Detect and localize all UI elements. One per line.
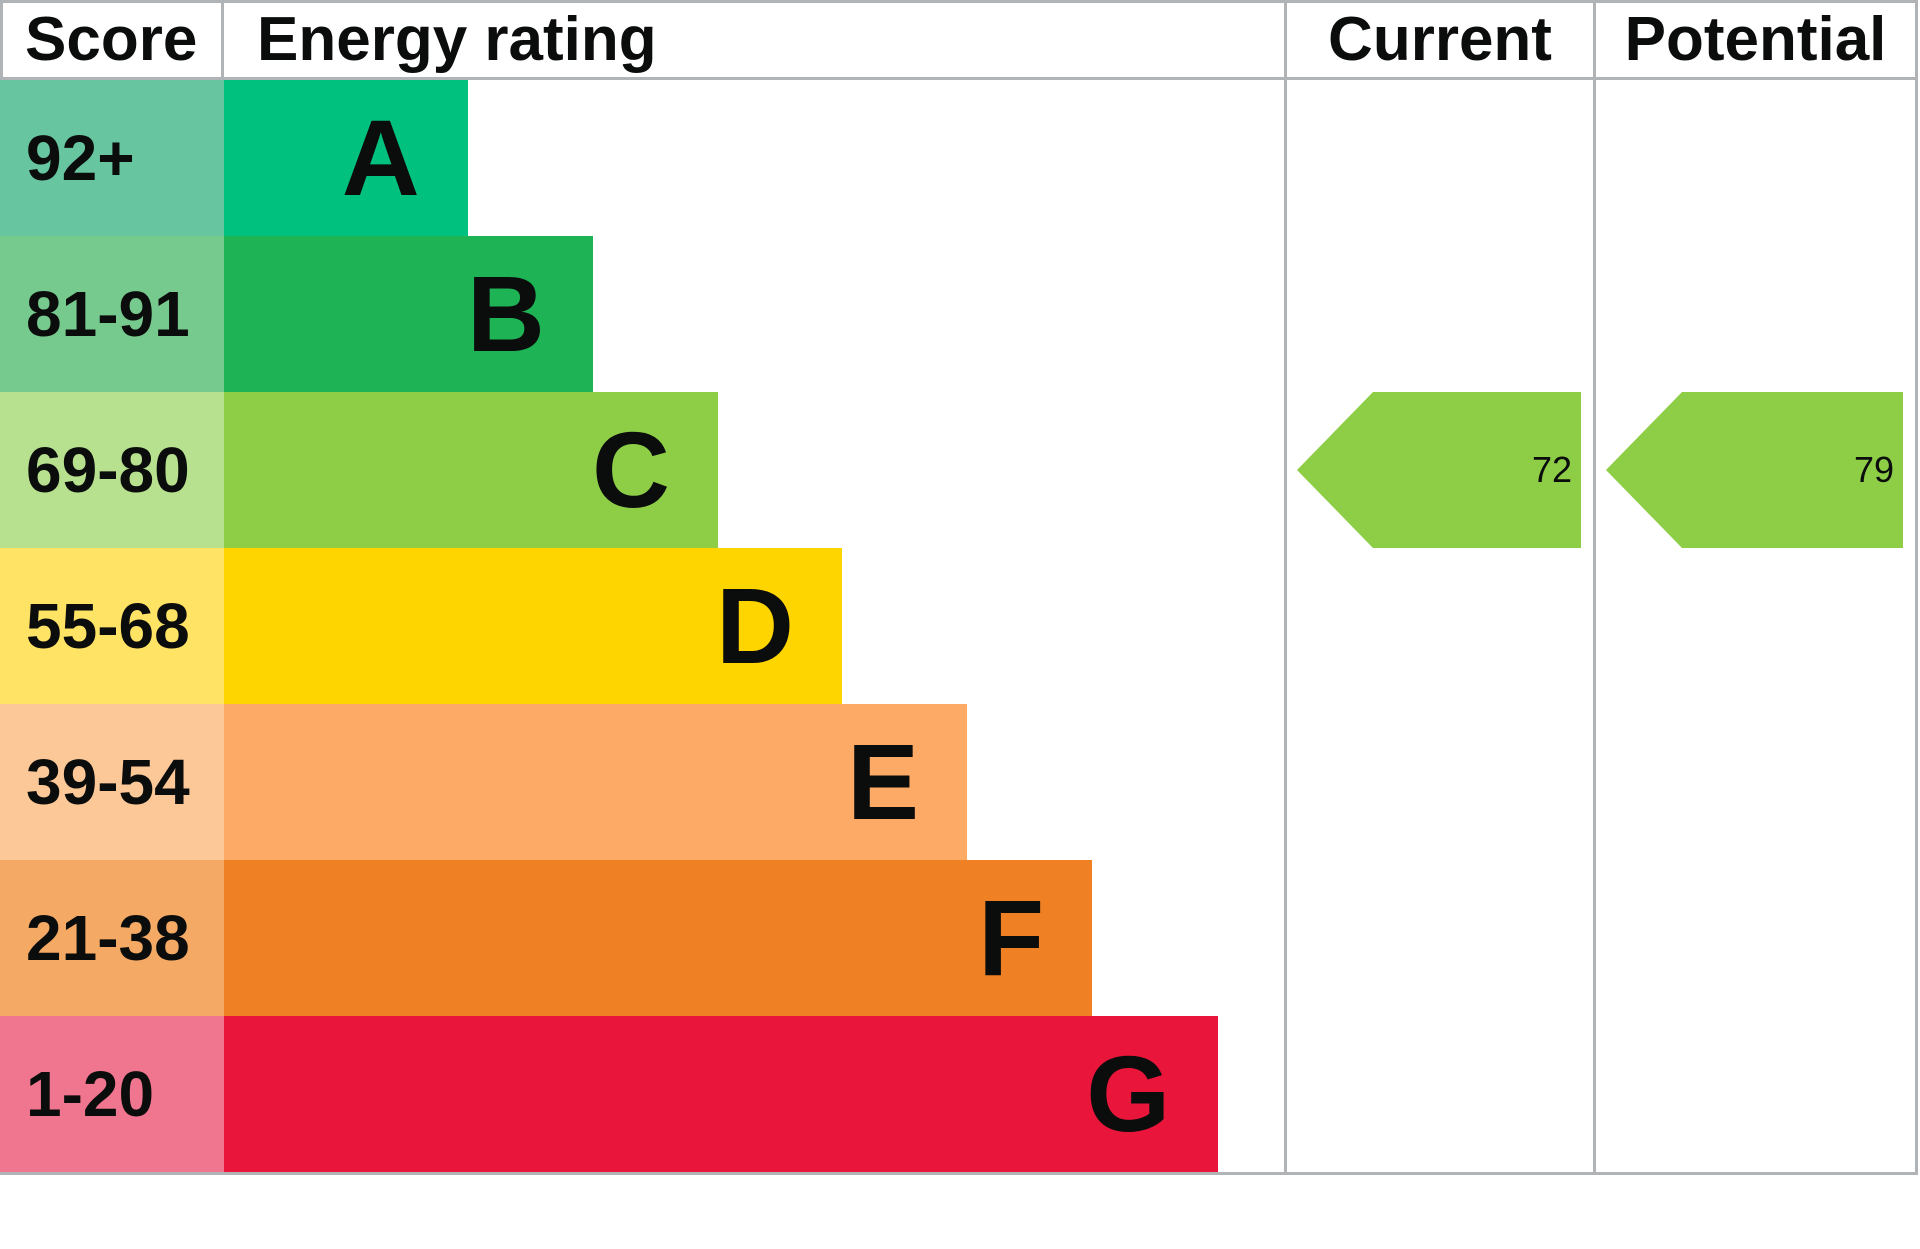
band-row-b: B (224, 236, 1284, 392)
column-header-current-label: Current (1328, 5, 1552, 74)
band-letter-c: C (591, 409, 670, 530)
potential-rating-value: 79 (1853, 449, 1894, 490)
column-header-current: Current (1284, 3, 1593, 80)
band-score-cell-g: 1-20 (0, 1016, 224, 1172)
band-letter-f: F (978, 877, 1045, 998)
band-letter-e: E (847, 721, 920, 842)
column-header-score: Score (0, 3, 224, 80)
band-score-label: 81-91 (26, 278, 190, 350)
band-score-label: 1-20 (26, 1058, 155, 1130)
potential-rating-arrow: 79 (1606, 392, 1903, 548)
current-rating-column: 72 (1284, 80, 1593, 1172)
band-score-cell-b: 81-91 (0, 236, 224, 392)
band-row-d: D (224, 548, 1284, 704)
potential-rating-column: 79 (1593, 80, 1918, 1172)
band-score-label: 21-38 (26, 902, 190, 974)
band-row-g: G (224, 1016, 1284, 1172)
epc-rating-chart: Score Energy rating Current Potential 92… (0, 0, 1918, 1175)
band-bar-b: B (224, 236, 593, 392)
column-header-score-label: Score (25, 5, 198, 74)
band-score-cell-f: 21-38 (0, 860, 224, 1016)
band-bar-e: E (224, 704, 968, 860)
column-header-energy-rating-label: Energy rating (257, 5, 657, 74)
band-score-cell-e: 39-54 (0, 704, 224, 860)
band-letter-g: G (1086, 1033, 1171, 1154)
band-letter-a: A (341, 97, 420, 218)
band-score-cell-a: 92+ (0, 80, 224, 236)
band-bar-d: D (224, 548, 842, 704)
band-bar-f: F (224, 860, 1093, 1016)
band-score-cell-c: 69-80 (0, 392, 224, 548)
column-header-potential: Potential (1593, 3, 1918, 80)
band-letter-b: B (466, 253, 545, 374)
column-header-energy-rating: Energy rating (224, 3, 1284, 80)
band-row-e: E (224, 704, 1284, 860)
band-score-cell-d: 55-68 (0, 548, 224, 704)
band-bar-a: A (224, 80, 468, 236)
band-score-label: 55-68 (26, 590, 190, 662)
band-score-label: 39-54 (26, 746, 190, 818)
band-letter-d: D (715, 565, 794, 686)
band-bar-g: G (224, 1016, 1219, 1172)
current-rating-value: 72 (1531, 449, 1572, 490)
band-row-f: F (224, 860, 1284, 1016)
column-header-potential-label: Potential (1624, 5, 1887, 74)
band-row-c: C (224, 392, 1284, 548)
current-rating-arrow: 72 (1297, 392, 1581, 548)
band-row-a: A (224, 80, 1284, 236)
band-score-label: 92+ (26, 122, 135, 194)
band-bar-c: C (224, 392, 718, 548)
band-score-label: 69-80 (26, 434, 190, 506)
